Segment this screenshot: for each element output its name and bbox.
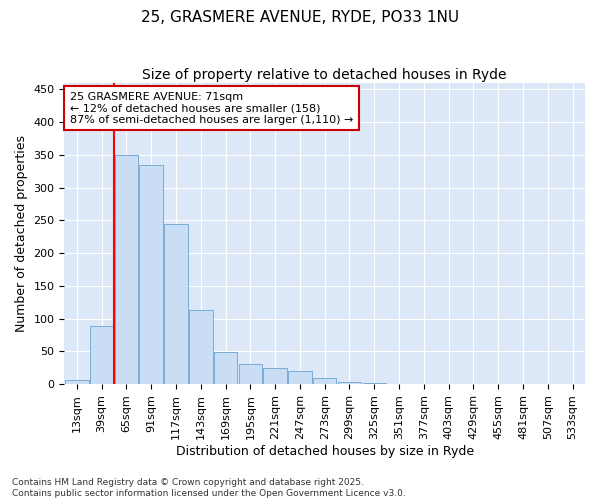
- Text: Contains HM Land Registry data © Crown copyright and database right 2025.
Contai: Contains HM Land Registry data © Crown c…: [12, 478, 406, 498]
- Text: 25 GRASMERE AVENUE: 71sqm
← 12% of detached houses are smaller (158)
87% of semi: 25 GRASMERE AVENUE: 71sqm ← 12% of detac…: [70, 92, 353, 125]
- Bar: [338, 382, 361, 384]
- Bar: [65, 380, 89, 384]
- Title: Size of property relative to detached houses in Ryde: Size of property relative to detached ho…: [142, 68, 507, 82]
- Bar: [288, 371, 311, 384]
- Text: 25, GRASMERE AVENUE, RYDE, PO33 1NU: 25, GRASMERE AVENUE, RYDE, PO33 1NU: [141, 10, 459, 25]
- Y-axis label: Number of detached properties: Number of detached properties: [15, 135, 28, 332]
- Bar: [164, 224, 188, 384]
- Bar: [239, 364, 262, 384]
- X-axis label: Distribution of detached houses by size in Ryde: Distribution of detached houses by size …: [176, 444, 474, 458]
- Bar: [189, 310, 212, 384]
- Bar: [214, 352, 238, 384]
- Bar: [313, 378, 337, 384]
- Bar: [139, 164, 163, 384]
- Bar: [263, 368, 287, 384]
- Bar: [90, 326, 113, 384]
- Bar: [115, 154, 138, 384]
